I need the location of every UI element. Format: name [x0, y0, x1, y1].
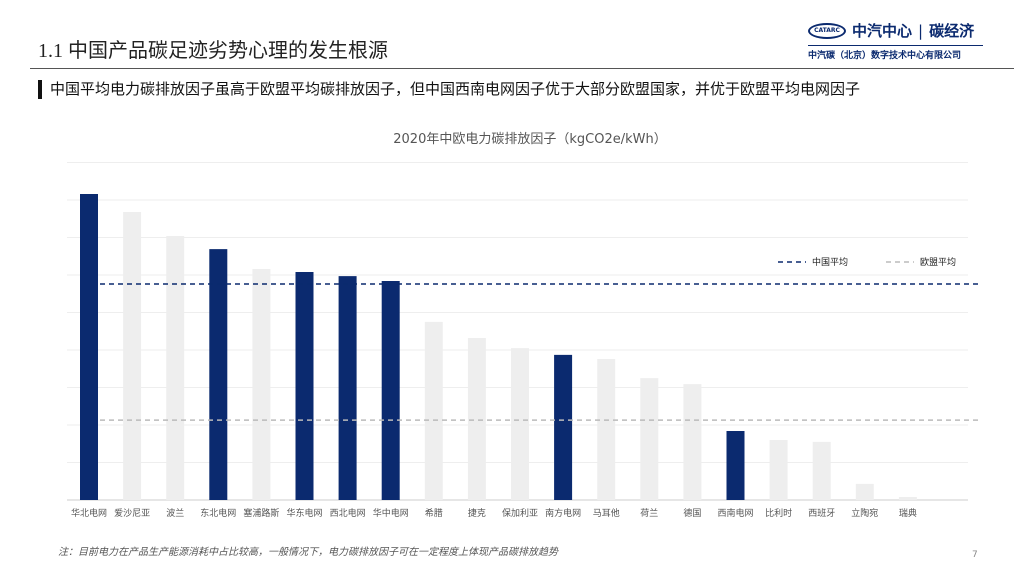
x-tick-label: 华北电网 [71, 507, 107, 519]
legend-label: 欧盟平均 [920, 256, 956, 268]
bar-西南电网 [726, 431, 745, 500]
bar-爱沙尼亚 [123, 212, 142, 500]
bar-捷克 [467, 338, 486, 500]
bar-比利时 [769, 440, 788, 500]
x-tick-label: 立陶宛 [851, 507, 878, 519]
logo-name: 中汽中心 [852, 22, 913, 40]
page-number: 7 [972, 550, 978, 560]
legend-label: 中国平均 [812, 256, 848, 268]
x-tick-label: 德国 [683, 507, 701, 519]
bar-西班牙 [812, 441, 831, 500]
x-tick-label: 西班牙 [808, 507, 835, 519]
bar-东北电网 [209, 249, 228, 500]
bar-瑞典 [898, 497, 917, 500]
bar-华东电网 [295, 272, 314, 500]
bar-德国 [683, 384, 702, 500]
x-tick-label: 马耳他 [593, 507, 620, 519]
divider [30, 68, 1014, 69]
footnote: 注：目前电力在产品生产能源消耗中占比较高，一般情况下，电力碳排放因子可在一定程度… [58, 547, 558, 558]
bar-马耳他 [597, 359, 616, 500]
chart-title: 2020年中欧电力碳排放因子（kgCO2e/kWh） [393, 132, 666, 147]
x-tick-label: 瑞典 [899, 507, 917, 519]
logo-brand: 碳经济 [929, 22, 975, 40]
bar-塞浦路斯 [252, 269, 271, 500]
bar-波兰 [166, 236, 185, 500]
x-tick-label: 爱沙尼亚 [114, 508, 150, 519]
x-tick-label: 希腊 [425, 507, 443, 519]
x-tick-label: 塞浦路斯 [243, 507, 279, 519]
x-tick-label: 荷兰 [640, 507, 658, 519]
x-tick-label: 南方电网 [545, 507, 581, 519]
x-tick-label: 东北电网 [200, 507, 236, 519]
bar-立陶宛 [855, 483, 874, 500]
x-tick-label: 比利时 [765, 507, 792, 519]
bar-荷兰 [640, 378, 659, 500]
logo-org: 中汽碳（北京）数字技术中心有限公司 [808, 45, 983, 61]
subtitle: 中国平均电力碳排放因子虽高于欧盟平均碳排放因子，但中国西南电网因子优于大部分欧盟… [38, 80, 860, 99]
x-tick-label: 波兰 [166, 507, 184, 519]
x-tick-label: 捷克 [468, 507, 486, 519]
bar-保加利亚 [511, 348, 529, 500]
x-tick-label: 西北电网 [330, 507, 366, 519]
logo-badge: CATARC [808, 22, 846, 39]
bar-华中电网 [381, 281, 400, 500]
logo: CATARC 中汽中心 | 碳经济 中汽碳（北京）数字技术中心有限公司 [808, 20, 983, 62]
bar-希腊 [424, 321, 443, 500]
x-tick-label: 华东电网 [286, 507, 322, 519]
bar-华北电网 [80, 194, 98, 500]
page-title: 1.1 中国产品碳足迹劣势心理的发生根源 [38, 40, 388, 62]
bar-南方电网 [554, 354, 573, 500]
bar-西北电网 [338, 276, 357, 500]
x-tick-label: 西南电网 [717, 507, 753, 519]
x-tick-label: 华中电网 [373, 507, 409, 519]
x-tick-label: 保加利亚 [502, 507, 538, 519]
